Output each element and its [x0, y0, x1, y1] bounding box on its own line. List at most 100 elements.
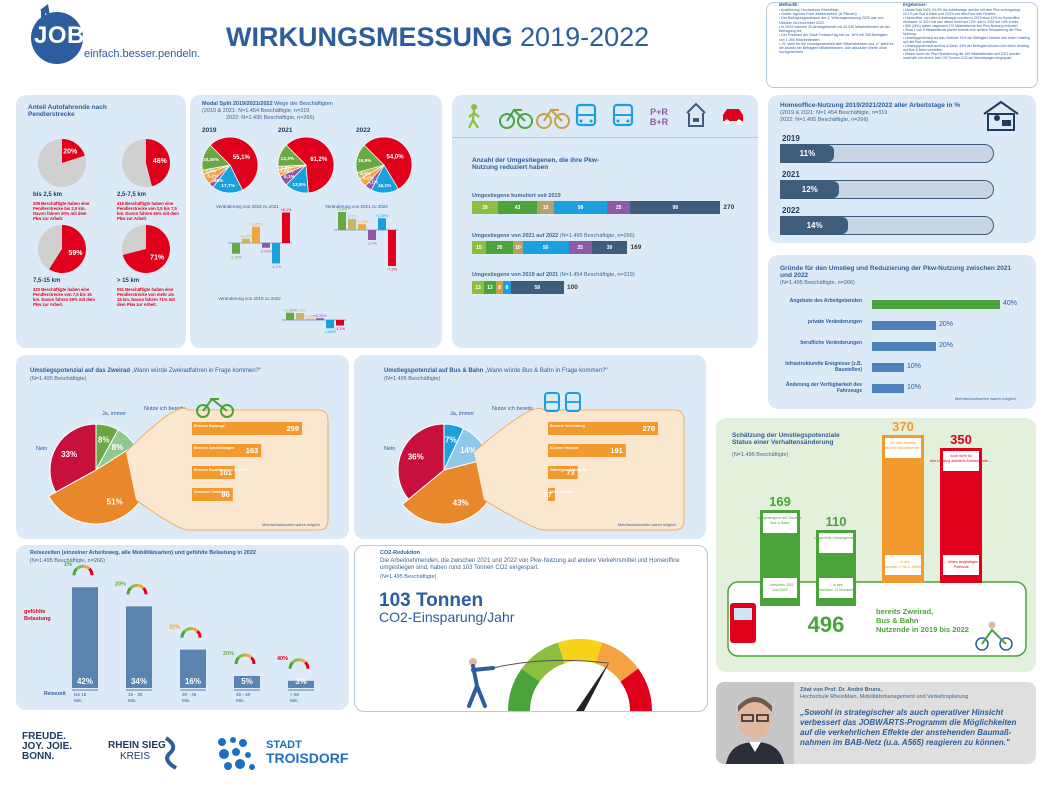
condition-value: 17: [544, 490, 552, 499]
change-value: +0,25%: [304, 314, 318, 318]
segment: 98: [630, 201, 721, 214]
condition-bar: [192, 466, 235, 479]
reason-value: 20%: [939, 321, 954, 328]
logo-tagline: einfach.besser.pendeln.: [84, 48, 201, 60]
load-value: 32%: [169, 625, 180, 631]
homeoffice-icon: [983, 100, 1019, 131]
load-value: 1%: [64, 562, 72, 568]
load-gauge-icon: [72, 564, 94, 576]
notes-box: Methodik: • Ausführung: Hochschule Rhein…: [766, 2, 1038, 88]
rope: [492, 659, 609, 669]
logo-name: JOBWÄRTS: [34, 22, 176, 49]
reason-value: 10%: [907, 363, 922, 370]
co2-sub: (N=1.495 Beschäftigte): [380, 574, 437, 580]
column-bottom-label-box: [819, 578, 853, 598]
change-value: -0,95%: [260, 249, 273, 253]
condition-label: Bessere Radwege: [194, 424, 225, 428]
reason-bar: [872, 363, 904, 372]
total-value: 496: [808, 612, 845, 637]
year-label: 2019: [202, 127, 217, 134]
total-text: bereits Zweirad, Bus & Bahn Nutzende in 20…: [876, 607, 969, 634]
y2122-sub: (N=1.495 Beschäftigte, n=266): [559, 233, 635, 239]
page-title-bold: WIRKUNGSMESSUNG: [226, 22, 513, 52]
reason-value: 20%: [939, 342, 954, 349]
reason-label: berufliche Veränderungen: [800, 340, 862, 346]
ergebnisse: Ergebnisse: • Modal Split 2022: 54,0% de…: [903, 2, 1031, 61]
conditions-note: Mehrfachantworten waren möglich: [618, 523, 676, 527]
column-bottom-label-box: [943, 555, 979, 575]
pulling-man-icon: [467, 658, 495, 708]
homeoffice-year: 2022: [782, 206, 800, 215]
modal-slice: [209, 136, 259, 191]
cyclist-illustration-icon: [975, 621, 1013, 651]
park-ride-label: P+R: [650, 107, 668, 117]
busbahn-title-rest: „Wann würde Bus & Bahn in Frage kommen?": [483, 368, 608, 374]
travel-time-value: 34%: [131, 677, 147, 686]
change-bar: [282, 212, 290, 243]
modal-split-title-rest: Wege der Beschäftigten: [272, 101, 333, 107]
panel-schaetzung: Schätzung der Umstiegspotenziale Status …: [716, 418, 1036, 672]
bus-illustration-icon: [730, 603, 756, 643]
troisdorf-dots-icon: [218, 737, 255, 770]
change-value: +3,6%: [337, 208, 348, 212]
travel-time-range: 15 - 30 Min.: [128, 692, 143, 703]
gruende-title: Gründe für den Umstieg und Reduzierung d…: [780, 265, 1012, 280]
column-bottom-label: ... in den nächsten 12 Monaten: [819, 583, 854, 592]
panel-zweirad: Umstiegspotenzial auf das Zweirad „Wann …: [16, 355, 349, 539]
y2122-title: Umgestiegene von 2021 auf 2022 (N=1.495 …: [472, 233, 635, 239]
condition-value: 101: [219, 468, 232, 477]
distance-desc: 551 Beschäftigte haben eine Pendlerstrec…: [117, 287, 175, 307]
kum-title: Umgestiegene kumuliert seit 2019: [472, 193, 561, 199]
change-bar: [286, 312, 294, 320]
distance-range: 7,5-15 km: [33, 278, 61, 284]
potential-value: 370: [892, 419, 914, 434]
distance-range: bis 2,5 km: [33, 192, 63, 198]
pie-label: 59%: [68, 250, 83, 257]
modal-slice: [363, 136, 413, 190]
zitat-role: Hochschule RheinMain, Mobilitätsmanageme…: [800, 694, 969, 700]
segment: 15: [472, 241, 486, 254]
change-bar: [296, 313, 304, 320]
column-top-label: für das Umstieg aktivierte Autofahrende .…: [883, 441, 924, 450]
zweirad-title-rest: „Wann würde Zweiradfahren in Frage komme…: [130, 368, 261, 374]
condition-label: Duschen/ Umkleiden: [194, 490, 229, 494]
gauge-segment: [508, 668, 540, 711]
condition-label: Bessere Verbindung: [550, 424, 585, 428]
ergebnisse-text: • Modal Split 2022: 54,0% der Arbeitsweg…: [903, 7, 1030, 61]
bike-ride-label: B+R: [650, 117, 669, 127]
modal-slice: [355, 144, 385, 174]
segment: 8: [495, 281, 504, 294]
change-bar: [358, 224, 366, 230]
bar-total: 169: [630, 244, 642, 251]
slice-name-already: Nutze ich bereits: [144, 406, 185, 412]
segment: 25: [607, 201, 631, 214]
change-bar: [348, 219, 356, 230]
bonn-logo: FREUDE. JOY. JOIE. BONN.: [22, 731, 73, 762]
panel-reisezeiten: Reisezeiten (einzelner Arbeitsweg, alle …: [16, 545, 349, 710]
co2-gauge: [467, 639, 652, 711]
reason-bar: [872, 321, 936, 330]
load-gauge-icon: [126, 583, 148, 595]
slice-name-always: Ja, immer: [102, 411, 126, 417]
potential-pct: 8%: [98, 436, 110, 445]
change-value: +1,4%: [295, 309, 306, 313]
segment: 50: [522, 241, 569, 254]
rheinsieg-logo: RHEIN SIEG KREIS: [108, 740, 166, 762]
panel-homeoffice: Homeoffice-Nutzung 2019/2021/2022 aller …: [768, 95, 1036, 243]
travel-time-range: 45 - 60 Min.: [236, 692, 251, 703]
zitat-quote: „Sowohl in strategischer als auch operat…: [800, 708, 1017, 747]
modal-slice: [285, 136, 335, 194]
condition-value: 163: [246, 446, 259, 455]
potential-pct: 7%: [445, 435, 457, 444]
change-bar: [272, 243, 280, 264]
homeoffice-bar: 11%: [780, 144, 994, 163]
homeoffice-year: 2021: [782, 170, 800, 179]
reisezeiten-title: Reisezeiten (einzelner Arbeitsweg, alle …: [30, 550, 256, 556]
homeoffice-fill: 12%: [781, 181, 839, 198]
travel-time-value: 5%: [241, 677, 253, 686]
condition-value: 270: [642, 424, 655, 433]
modal-slice-label: 13,8%: [292, 182, 306, 188]
autofahrende-pie: 71%: [122, 225, 170, 273]
rheinsieg-logo-a: RHEIN SIEG: [108, 740, 166, 751]
column-bottom-label: ... in den nächsten 1 bis 2 Jahren: [884, 560, 922, 569]
